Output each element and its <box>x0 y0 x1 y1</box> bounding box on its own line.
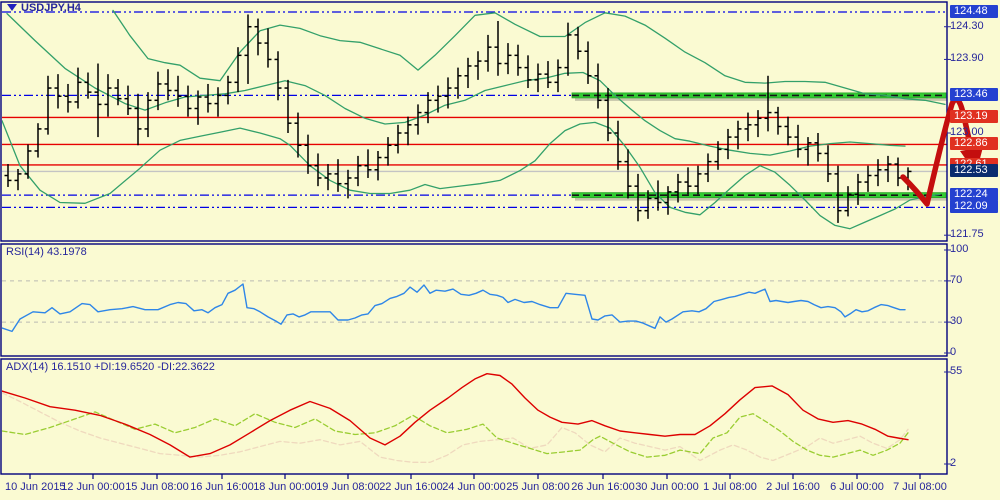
time-axis-label[interactable]: 7 Jul 08:00 <box>893 481 947 493</box>
symbol-dropdown-icon[interactable] <box>7 4 17 11</box>
price-scale-label: 122.86 <box>950 137 998 151</box>
adx-scale-label: 55 <box>950 364 963 377</box>
price-scale-label: 121.75 <box>950 228 984 241</box>
bollinger-middle-band <box>6 12 906 156</box>
price-scale-label: 123.90 <box>950 52 984 65</box>
time-axis-label[interactable]: 12 Jun 00:00 <box>61 481 125 493</box>
panel-border <box>0 1 948 242</box>
minus-di-line <box>2 392 909 463</box>
adx-line <box>2 373 909 458</box>
panel-border <box>0 243 948 357</box>
price-scale-label: 123.19 <box>950 110 998 124</box>
time-axis-label[interactable]: 24 Jun 00:00 <box>442 481 506 493</box>
adx-plot[interactable] <box>2 373 909 463</box>
time-axis-label[interactable]: 1 Jul 08:00 <box>703 481 757 493</box>
time-axis-label[interactable]: 10 Jun 2015 <box>5 481 66 493</box>
rsi-plot[interactable] <box>0 280 947 333</box>
time-axis-label[interactable]: 25 Jun 08:00 <box>506 481 570 493</box>
price-scale-label: 124.48 <box>950 5 998 18</box>
price-scale-label: 123.46 <box>950 88 998 102</box>
price-scale-label: 122.09 <box>950 200 998 214</box>
adx-scale-label: 2 <box>950 457 957 469</box>
time-axis-label[interactable]: 6 Jul 00:00 <box>830 481 884 493</box>
adx-indicator-label: ADX(14) 16.1510 +DI:19.6520 -DI:22.3622 <box>6 361 215 373</box>
time-axis-label[interactable]: 26 Jun 16:00 <box>571 481 635 493</box>
time-axis-label[interactable]: 2 Jul 16:00 <box>766 481 820 493</box>
time-axis-label[interactable]: 30 Jun 00:00 <box>635 481 699 493</box>
price-scale-label: 122.53 <box>950 164 998 178</box>
price-scale-label: 123.00 <box>950 126 984 138</box>
time-axis-label[interactable]: 19 Jun 08:00 <box>316 481 380 493</box>
rsi-scale-label: 30 <box>950 315 963 328</box>
price-scale-label: 122.24 <box>950 188 998 202</box>
ohlc-bars <box>4 14 912 223</box>
rsi-indicator-label: RSI(14) 43.1978 <box>6 246 87 258</box>
plus-di-line <box>2 411 909 458</box>
time-axis-label[interactable]: 18 Jun 00:00 <box>253 481 317 493</box>
panel-border <box>0 358 948 475</box>
rsi-scale-label: 100 <box>950 243 969 255</box>
time-axis-label[interactable]: 15 Jun 08:00 <box>125 481 189 493</box>
time-axis-label[interactable]: 22 Jun 16:00 <box>379 481 443 493</box>
bollinger-lower-band <box>2 120 941 230</box>
main-plot[interactable] <box>2 9 949 230</box>
bollinger-upper-band <box>112 9 946 106</box>
price-scale-label: 124.30 <box>950 19 984 32</box>
time-axis-label[interactable]: 16 Jun 16:00 <box>190 481 254 493</box>
rsi-scale-label: 70 <box>950 273 963 286</box>
rsi-scale-label: 0 <box>950 346 957 358</box>
rsi-line <box>2 283 906 333</box>
chart-title: USDJPY,H4 <box>21 2 81 14</box>
